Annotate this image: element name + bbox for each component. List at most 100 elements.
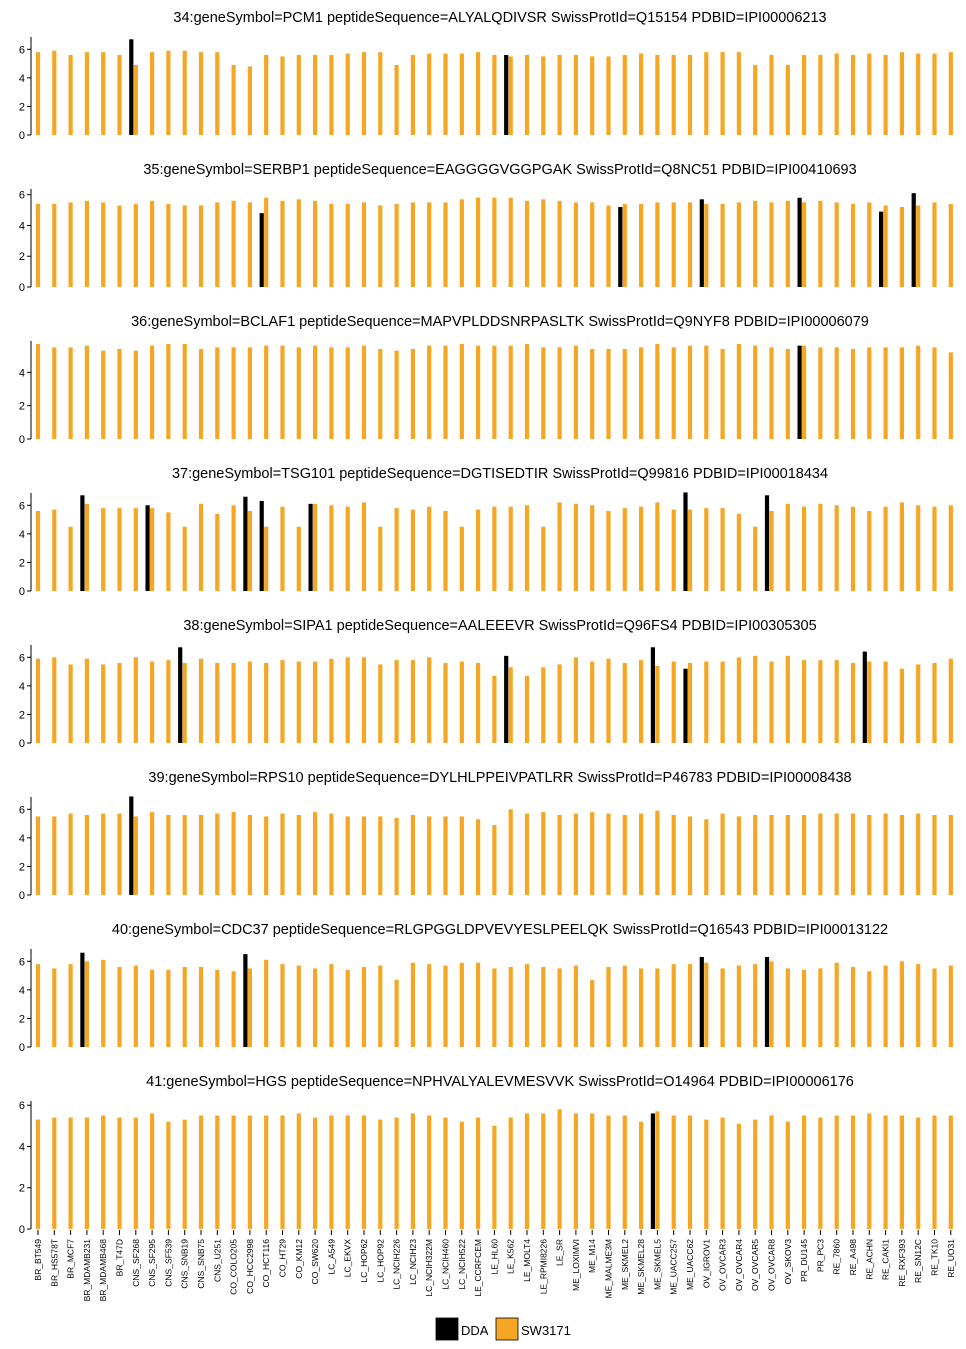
bar-sw3171-ME_MALME3M (606, 967, 611, 1047)
y-tick-label: 4 (19, 833, 25, 845)
bar-sw3171-BR_T47D (117, 55, 122, 135)
bar-sw3171-LC_NCIH226 (394, 65, 399, 135)
bar-sw3171-CO_HCT116 (264, 1115, 269, 1229)
bar-sw3171-BR_BT549 (35, 511, 41, 591)
bar-sw3171-CO_SW620 (313, 812, 318, 895)
bar-sw3171-RE_SN12C (916, 205, 921, 287)
bar-sw3171-LC_NCIH460 (443, 663, 448, 743)
bar-sw3171-LE_HL60 (492, 675, 497, 743)
bar-sw3171-BR_MDAMB468 (101, 508, 106, 591)
bar-sw3171-PR_PC3 (818, 968, 823, 1047)
bar-sw3171-LE_K562 (508, 809, 513, 895)
y-tick-label: 2 (19, 861, 25, 873)
bar-sw3171-CO_SW620 (313, 1117, 318, 1229)
bar-sw3171-LC_HOP62 (361, 202, 367, 287)
bar-sw3171-CNS_SNB19 (182, 50, 187, 135)
bar-sw3171-LC_NCIH322M (427, 506, 432, 591)
bar-sw3171-CO_KM12 (296, 199, 301, 287)
bar-sw3171-CO_HCC2998 (247, 1115, 252, 1229)
bar-sw3171-OV_OVCAR8 (769, 347, 774, 439)
bar-sw3171-ME_SKMEL5 (655, 968, 660, 1047)
bar-sw3171-LC_NCIH522 (459, 199, 464, 287)
x-tick-label: PR_PC3 (815, 1239, 825, 1272)
bar-sw3171-CO_HCC2998 (247, 511, 252, 591)
y-tick-label: 4 (19, 681, 25, 693)
bar-sw3171-LC_NCIH322M (427, 345, 432, 439)
bar-sw3171-LE_HL60 (492, 968, 497, 1047)
bar-sw3171-CO_SW620 (313, 55, 318, 135)
bar-sw3171-LE_CCRFCEM (476, 345, 481, 439)
bar-sw3171-ME_MALME3M (606, 813, 611, 895)
bar-sw3171-OV_OVCAR8 (769, 961, 774, 1047)
bar-sw3171-LC_NCIH460 (443, 965, 448, 1047)
bar-sw3171-OV_IGROV1 (704, 819, 709, 895)
bar-sw3171-CO_COLO205 (231, 200, 236, 287)
bar-sw3171-CO_COLO205 (231, 1115, 236, 1229)
bar-sw3171-BR_BT549 (35, 964, 41, 1047)
bar-sw3171-CNS_SF295 (150, 1113, 155, 1229)
bar-sw3171-RE_UO31 (948, 203, 953, 287)
bar-sw3171-BR_MCF7 (68, 55, 73, 135)
x-tick-label: RE_A498 (848, 1239, 858, 1276)
x-tick-label: LE_RPMI8226 (538, 1239, 548, 1295)
bar-sw3171-BR_T47D (117, 508, 122, 591)
bar-sw3171-LC_HOP62 (361, 816, 367, 895)
y-tick-label: 2 (19, 101, 25, 113)
bar-sw3171-LC_EKVX (345, 969, 350, 1047)
bar-sw3171-BR_HS578T (52, 203, 57, 287)
bar-sw3171-ME_SKMEL28 (639, 660, 644, 743)
bar-sw3171-OV_OVCAR3 (720, 813, 725, 895)
bar-sw3171-RE_UO31 (948, 658, 953, 743)
bar-sw3171-LE_RPMI8226 (541, 526, 546, 591)
bar-sw3171-BR_MDAMB468 (101, 813, 106, 895)
y-tick-label: 6 (19, 1100, 25, 1112)
bar-sw3171-ME_M14 (590, 661, 595, 743)
bar-sw3171-LE_SR (557, 968, 562, 1047)
bar-dda-ME_SKMEL5 (650, 1113, 655, 1229)
bar-sw3171-OV_OVCAR8 (769, 55, 774, 135)
bar-sw3171-ME_UACC62 (687, 1115, 693, 1229)
bar-sw3171-ME_LOXIMVI (573, 1113, 578, 1229)
bar-sw3171-CNS_SF295 (150, 661, 155, 743)
bar-dda-CO_HCT116 (259, 501, 264, 591)
bar-sw3171-OV_OVCAR3 (720, 508, 725, 591)
bar-sw3171-CNS_SF268 (133, 1117, 138, 1229)
bar-sw3171-CO_HT29 (280, 964, 285, 1047)
bar-sw3171-CO_HT29 (280, 345, 285, 439)
bar-sw3171-BR_HS578T (52, 50, 57, 135)
bar-sw3171-ME_UACC257 (671, 202, 676, 287)
bar-sw3171-LC_HOP62 (361, 502, 367, 591)
y-tick-label: 2 (19, 557, 25, 569)
bar-sw3171-LC_HOP92 (378, 965, 383, 1047)
bar-sw3171-LC_NCIH460 (443, 345, 448, 439)
x-tick-label: BR_MDAMB231 (82, 1239, 92, 1302)
bar-sw3171-LE_CCRFCEM (476, 52, 481, 136)
bar-sw3171-LC_NCIH23 (410, 349, 415, 439)
bar-sw3171-LC_A549 (329, 347, 334, 439)
bar-sw3171-RE_ACHN (867, 511, 872, 591)
bar-sw3171-CO_COLO205 (231, 812, 236, 895)
bar-sw3171-CNS_SNB19 (182, 663, 187, 743)
bar-sw3171-BR_MDAMB231 (84, 200, 89, 287)
bar-sw3171-LC_NCIH226 (394, 1117, 399, 1229)
bar-sw3171-CO_SW620 (313, 661, 318, 743)
panel-title: 40:geneSymbol=CDC37 peptideSequence=RLGP… (112, 922, 888, 938)
bar-sw3171-ME_UACC257 (671, 1115, 676, 1229)
bar-sw3171-OV_OVCAR5 (753, 200, 758, 287)
x-tick-label: ME_LOXIMVI (571, 1239, 581, 1291)
bar-sw3171-BR_BT549 (35, 816, 41, 895)
y-tick-label: 6 (19, 190, 25, 202)
x-tick-label: RE_RXF393 (897, 1239, 907, 1287)
bar-sw3171-LC_EKVX (345, 506, 350, 591)
bar-sw3171-LE_K562 (508, 56, 513, 135)
bar-sw3171-PR_DU145 (802, 1115, 807, 1229)
x-tick-label: LE_CCRFCEM (473, 1239, 483, 1297)
bar-sw3171-LE_K562 (508, 1117, 513, 1229)
bar-sw3171-OV_OVCAR4 (736, 52, 741, 136)
bar-sw3171-LC_HOP62 (361, 1115, 367, 1229)
bar-sw3171-LE_MOLT4 (524, 344, 530, 439)
y-tick-label: 0 (19, 738, 25, 750)
bar-dda-RE_SN12C (911, 193, 916, 287)
bar-sw3171-LE_MOLT4 (524, 1113, 530, 1229)
